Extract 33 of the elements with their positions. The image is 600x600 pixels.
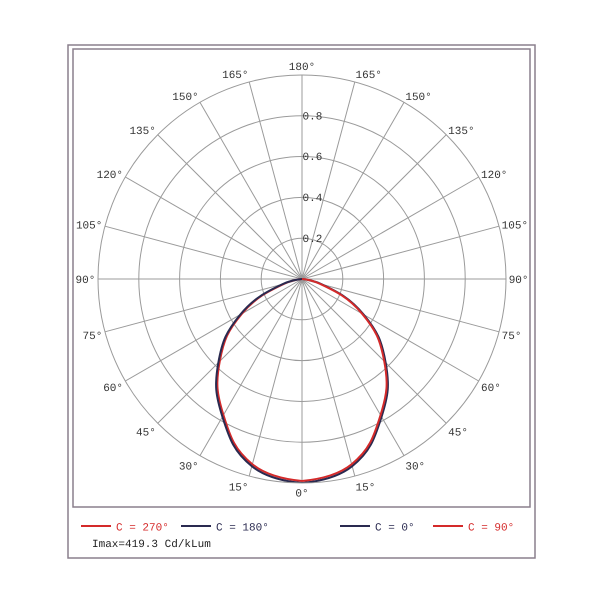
legend-label: C = 270°: [116, 522, 169, 534]
spoke-label: 150°: [172, 92, 199, 104]
spoke-label: 105°: [502, 220, 528, 233]
spoke-label: 105°: [76, 220, 102, 233]
y-tick-label: 0.2: [302, 234, 322, 246]
spoke-label: 45°: [448, 428, 468, 440]
spoke-label: 45°: [136, 428, 156, 440]
spoke-label: 135°: [448, 126, 475, 138]
spoke-label: 30°: [178, 461, 199, 474]
legend-label: C = 90°: [468, 522, 514, 534]
spoke-label: 30°: [405, 461, 426, 474]
y-tick-label: 0.4: [302, 192, 323, 205]
spoke-label: 150°: [405, 92, 432, 104]
spoke-label: 90°: [75, 274, 96, 287]
text: Imax=419.3 Cd/kLum: [92, 539, 212, 551]
y-tick-label: 0.6: [302, 152, 322, 164]
spoke-label: 15°: [228, 482, 248, 494]
y-tick-label: 0.8: [302, 111, 322, 124]
spoke-label: 120°: [481, 170, 508, 182]
spoke-label: 165°: [222, 70, 248, 82]
legend-label: C = 0°: [375, 522, 415, 534]
spoke-label: 90°: [508, 274, 529, 287]
spoke-label: 0°: [295, 488, 309, 501]
spoke-label: 135°: [129, 126, 156, 138]
spoke-label: 75°: [82, 331, 102, 344]
spoke-label: 120°: [96, 170, 123, 182]
spoke-label: 60°: [481, 383, 501, 396]
spoke-label: 180°: [288, 62, 316, 74]
spoke-label: 15°: [356, 482, 376, 494]
spoke-label: 60°: [103, 383, 123, 396]
spoke-label: 165°: [356, 70, 382, 82]
legend-label: C = 180°: [216, 522, 269, 534]
spoke-label: 75°: [502, 331, 522, 344]
